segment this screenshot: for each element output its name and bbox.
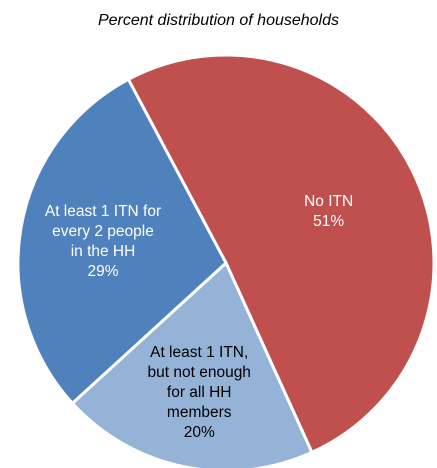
pie-slice (70, 260, 314, 468)
pie-slice (126, 53, 436, 455)
slice-label: No ITN 51% (279, 192, 379, 232)
slice-label: At least 1 ITN, but not enough for all H… (143, 343, 255, 443)
category-label: No ITN (304, 193, 354, 211)
slice-label: At least 1 ITN for every 2 people in the… (44, 202, 162, 282)
category-label: At least 1 ITN, but not enough for all H… (147, 344, 251, 422)
category-label: At least 1 ITN for every 2 people in the… (44, 202, 162, 260)
value-label: 29% (87, 262, 119, 280)
value-label: 51% (313, 213, 345, 231)
pie-slice (16, 77, 228, 406)
value-label: 20% (183, 424, 215, 442)
chart-title: Percent distribution of households (97, 12, 340, 29)
